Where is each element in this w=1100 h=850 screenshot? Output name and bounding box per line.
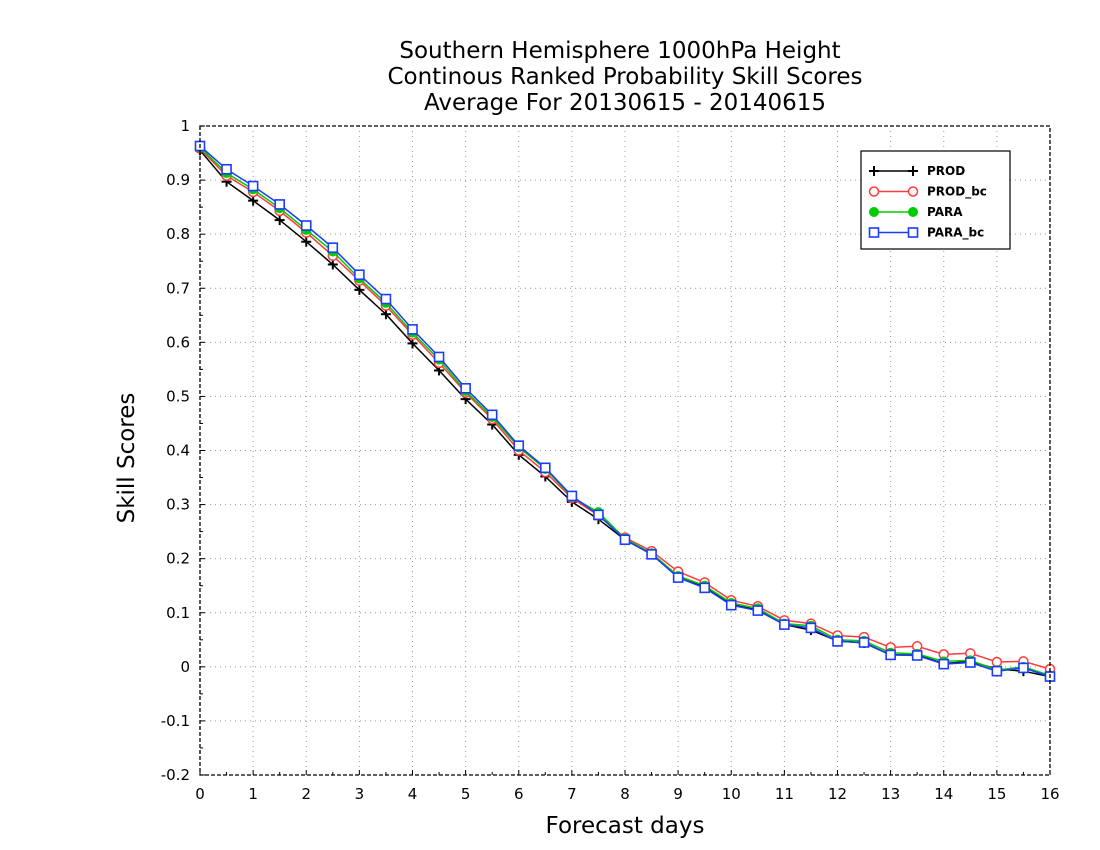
x-tick-label: 4 [408, 785, 418, 803]
x-tick-label: 10 [722, 785, 741, 803]
x-tick-label: 3 [355, 785, 365, 803]
x-tick-label: 5 [461, 785, 471, 803]
legend-item-para: PARA [869, 205, 963, 219]
legend-marker [907, 227, 919, 238]
x-tick-label: 1 [248, 785, 258, 803]
data-point-para-bc [858, 637, 870, 648]
data-point-para-bc [779, 619, 790, 630]
x-tick-label: 15 [987, 785, 1006, 803]
legend-marker [908, 207, 918, 217]
y-tick-label: -0.2 [161, 766, 190, 784]
data-point-prod [301, 236, 312, 247]
x-tick-label: 12 [828, 785, 847, 803]
data-point-para-bc [433, 351, 445, 363]
data-point-para-bc [1018, 662, 1029, 674]
chart-title-line-1: Southern Hemisphere 1000hPa Height [399, 38, 840, 64]
data-point-para-bc [752, 605, 764, 616]
data-point-para-bc [911, 650, 923, 661]
y-tick-label: 0.6 [166, 333, 190, 351]
legend-label: PARA [927, 205, 963, 219]
data-point-para-bc [805, 622, 817, 634]
data-point-prod [274, 215, 285, 226]
data-point-para-bc [327, 242, 339, 253]
y-tick-label: -0.1 [161, 712, 190, 730]
data-point-para-bc [513, 440, 525, 451]
legend-marker [907, 186, 919, 197]
y-tick-label: 0.9 [166, 171, 190, 189]
legend-marker [869, 166, 879, 176]
data-point-para-bc [300, 220, 312, 231]
data-point-para-bc [354, 269, 365, 281]
y-tick-label: 0.5 [166, 387, 190, 405]
legend: PROD PROD_bc PARA PARA_bc [860, 150, 1011, 250]
data-point-para-bc [221, 163, 232, 175]
data-point-para-bc [460, 383, 471, 394]
data-point-prod [354, 284, 365, 295]
data-point-prod [407, 338, 418, 349]
data-point-para-bc [832, 636, 843, 647]
data-point-para-bc [938, 658, 950, 670]
data-point-prod [248, 195, 259, 206]
y-tick-label: 0 [180, 658, 190, 676]
y-tick-label: 0.8 [166, 225, 190, 243]
data-point-para-bc [566, 490, 578, 502]
legend-item-prod-bc: PROD_bc [868, 185, 987, 200]
data-point-para-bc [991, 665, 1003, 677]
data-point-para-bc [247, 180, 259, 192]
data-point-para-bc [965, 657, 976, 668]
data-point-para-bc [672, 572, 684, 583]
data-point-para-bc [725, 599, 737, 611]
x-tick-label: 9 [673, 785, 683, 803]
y-tick-label: 1 [180, 117, 190, 135]
data-point-para-bc [885, 649, 896, 661]
series-layer [194, 140, 1056, 682]
legend-marker [908, 166, 918, 176]
data-point-para-bc [646, 549, 657, 560]
x-tick-label: 11 [775, 785, 794, 803]
data-point-para-bc [540, 462, 551, 474]
data-point-para-bc [619, 534, 631, 546]
legend-marker [868, 186, 880, 197]
y-tick-label: 0.2 [166, 550, 190, 568]
x-tick-label: 16 [1040, 785, 1059, 803]
legend-marker [868, 227, 880, 238]
data-point-para-bc [699, 582, 710, 594]
x-tick-label: 0 [195, 785, 205, 803]
y-tick-label: 0.3 [166, 496, 190, 514]
data-point-para-bc [380, 293, 392, 305]
x-tick-label: 8 [620, 785, 630, 803]
x-tick-label: 2 [301, 785, 311, 803]
legend-item-para-bc: PARA_bc [868, 226, 984, 241]
y-tick-label: 0.7 [166, 279, 190, 297]
data-point-para-bc [486, 409, 498, 421]
legend-item-prod: PROD [869, 164, 965, 178]
y-axis-label: Skill Scores [114, 393, 140, 524]
x-tick-label: 13 [881, 785, 900, 803]
chart-title-line-3: Average For 20130615 - 20140615 [424, 90, 826, 116]
data-point-para-bc [274, 199, 285, 210]
x-tick-label: 14 [934, 785, 953, 803]
y-tick-label: 0.1 [166, 604, 190, 622]
x-axis-label: Forecast days [546, 813, 705, 839]
legend-marker [869, 207, 879, 217]
legend-label: PROD [927, 164, 965, 178]
chart-title-line-2: Continous Ranked Probability Skill Score… [387, 64, 862, 90]
x-tick-label: 7 [567, 785, 577, 803]
data-point-para-bc [593, 509, 604, 521]
data-point-prod [327, 259, 338, 270]
x-tick-label: 6 [514, 785, 524, 803]
legend-label: PROD_bc [927, 185, 987, 200]
y-tick-label: 0.4 [166, 442, 190, 460]
data-point-para-bc [407, 324, 418, 335]
axis-ticks: 0 1 2 3 4 5 6 7 8 9 10 11 12 13 14 15 16-0.2-0.100.10.20… [161, 117, 1060, 803]
legend-label: PARA_bc [927, 226, 984, 241]
data-point-prod [380, 309, 391, 320]
